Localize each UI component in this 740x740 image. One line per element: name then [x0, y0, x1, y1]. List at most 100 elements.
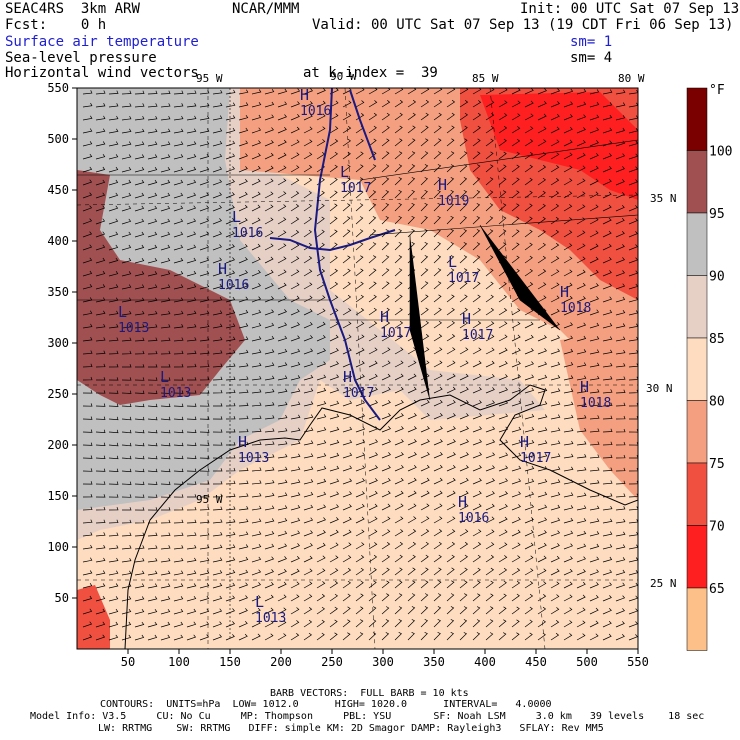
wind-barb: [511, 606, 520, 615]
wind-barb: [433, 618, 441, 628]
wind-barb: [628, 363, 638, 368]
wind-barb: [602, 309, 613, 316]
wind-barb: [173, 545, 184, 550]
wind-barb: [485, 216, 494, 225]
wind-barb: [524, 190, 533, 199]
wind-barb: [433, 268, 442, 277]
wind-barb: [537, 177, 546, 186]
wind-barb: [355, 190, 364, 199]
wind-barb: [524, 216, 533, 225]
wind-barb: [589, 309, 600, 316]
wind-barb: [134, 179, 145, 186]
wind-barb: [212, 493, 223, 498]
wind-barb: [121, 494, 132, 498]
wind-barb: [420, 412, 430, 420]
wind-barb: [524, 334, 534, 342]
wind-barb: [368, 125, 377, 134]
wind-barb: [602, 415, 613, 420]
pressure-center-value: 1016: [300, 104, 331, 119]
wind-barb: [381, 477, 391, 485]
wind-barb: [459, 490, 469, 498]
wind-barb: [160, 297, 171, 303]
wind-barb: [264, 594, 274, 602]
parallel-35n: [77, 194, 638, 206]
wind-barb: [82, 244, 93, 251]
wind-barb: [433, 360, 443, 368]
wind-barb: [121, 154, 132, 160]
wind-barb: [173, 377, 184, 381]
wind-barb: [394, 439, 404, 446]
wind-barb: [186, 481, 197, 485]
legend-label: 100: [709, 145, 732, 160]
wind-barb: [446, 138, 455, 147]
wind-barb: [264, 454, 275, 459]
wind-barb: [342, 580, 351, 589]
field-pressure: Sea-level pressure: [5, 50, 157, 66]
wind-barb: [342, 190, 351, 199]
wind-barb: [498, 242, 507, 251]
wind-barb: [576, 401, 587, 407]
field-pressure-smooth: sm= 4: [570, 50, 613, 66]
wind-barb: [199, 595, 210, 602]
wind-barb: [433, 426, 443, 433]
wind-barb: [186, 257, 197, 264]
wind-barb: [147, 494, 158, 498]
wind-barb: [615, 621, 625, 628]
wind-barb: [420, 399, 430, 407]
wind-barb: [485, 307, 495, 316]
wind-barb: [615, 569, 626, 576]
wind-barb: [160, 231, 171, 238]
wind-barb: [342, 216, 351, 225]
wind-barb: [173, 154, 184, 160]
wind-barb: [524, 606, 533, 615]
wind-barb: [498, 619, 507, 628]
pressure-center-marker: H: [580, 378, 589, 396]
wind-barb: [238, 140, 249, 147]
wind-barb: [264, 89, 275, 95]
wind-barb: [238, 595, 248, 602]
wind-barb: [511, 452, 522, 459]
wind-barb: [82, 102, 93, 108]
wind-barb: [589, 402, 600, 407]
wind-barb: [381, 100, 391, 108]
wind-barb: [160, 455, 171, 460]
wind-barb: [485, 400, 495, 407]
wind-barb: [446, 606, 455, 615]
wind-barb: [121, 442, 132, 447]
wind-barb: [459, 516, 469, 524]
wind-barb: [108, 570, 119, 576]
wind-barb: [290, 388, 301, 394]
wind-barb: [160, 481, 171, 485]
wind-barb: [82, 270, 93, 277]
wind-barb: [394, 268, 403, 277]
wind-barb: [459, 386, 469, 394]
wind-barb: [420, 541, 429, 550]
wind-barb: [459, 619, 468, 628]
wind-barb: [95, 231, 106, 238]
wind-barb: [108, 166, 119, 173]
wind-barb: [329, 439, 340, 446]
x-tick-label: 200: [270, 655, 292, 669]
wind-barb: [212, 231, 222, 238]
pressure-center-value: 1017: [343, 386, 374, 401]
wind-barb: [186, 429, 197, 433]
x-tick-label: 150: [219, 655, 241, 669]
longitude-label: 85 W: [472, 72, 499, 85]
wind-barb: [108, 416, 119, 421]
wind-barb: [381, 567, 390, 576]
wind-barb: [173, 218, 184, 225]
wind-barb: [459, 242, 468, 251]
wind-barb: [316, 321, 326, 329]
wind-barb: [602, 140, 613, 147]
wind-barb: [368, 400, 378, 407]
wind-barb: [446, 242, 454, 251]
wind-barb: [537, 164, 547, 173]
wind-barb: [186, 350, 197, 355]
wind-barb: [134, 258, 145, 264]
wind-barb: [108, 390, 119, 394]
wind-barb: [238, 376, 249, 381]
wind-barb: [187, 494, 197, 498]
wind-barb: [524, 348, 534, 355]
pressure-center-value: 1017: [520, 451, 551, 466]
wind-barb: [290, 517, 301, 524]
